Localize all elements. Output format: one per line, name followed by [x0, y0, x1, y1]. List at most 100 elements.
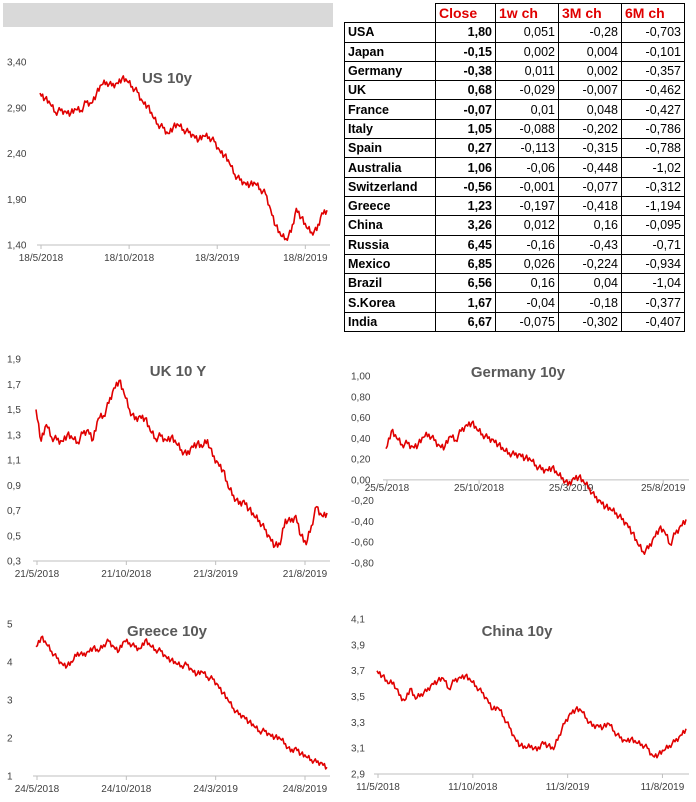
y-tick-label: 2,40 [7, 149, 27, 160]
cell-1w: -0,088 [495, 118, 559, 140]
cell-country: Greece [344, 195, 436, 217]
cell-1w: -0,197 [495, 195, 559, 217]
y-tick-label: 0,40 [351, 434, 371, 445]
cell-6m: -0,312 [621, 176, 685, 197]
cell-3m: -0,28 [558, 22, 622, 43]
y-tick-label: -0,20 [351, 496, 374, 507]
y-tick-label: 1,5 [7, 405, 21, 416]
cell-3m: -0,315 [558, 138, 622, 159]
cell-3m: 0,004 [558, 41, 622, 62]
y-tick-label: 0,3 [7, 557, 21, 568]
y-tick-label: 0,9 [7, 481, 21, 492]
x-tick-label: 25/3/2019 [549, 483, 594, 494]
cell-6m: -0,101 [621, 41, 685, 62]
y-tick-label: -0,60 [351, 538, 374, 549]
cell-3m: 0,048 [558, 99, 622, 120]
cell-country: France [344, 99, 436, 120]
y-tick-label: 2,9 [351, 770, 365, 781]
cell-1w: 0,002 [495, 41, 559, 62]
cell-country: USA [344, 22, 436, 43]
cell-6m: -1,194 [621, 195, 685, 217]
cell-close: 1,05 [435, 118, 496, 140]
cell-country: China [344, 215, 436, 236]
cell-1w: 0,012 [495, 215, 559, 236]
cell-country: Brazil [344, 273, 436, 294]
cell-country: Italy [344, 118, 436, 140]
cell-close: 1,06 [435, 157, 496, 178]
cell-6m: -0,357 [621, 60, 685, 82]
cell-6m: -1,02 [621, 157, 685, 178]
table-row: Mexico 6,85 0,026 -0,224 -0,934 [344, 253, 685, 275]
cell-close: -0,38 [435, 60, 496, 82]
table-row: Germany -0,38 0,011 0,002 -0,357 [344, 60, 685, 82]
y-tick-label: 3,40 [7, 58, 27, 69]
cell-1w: -0,16 [495, 234, 559, 255]
cell-3m: -0,202 [558, 118, 622, 140]
y-tick-label: 2 [7, 734, 13, 745]
chart-title: China 10y [482, 623, 554, 640]
cell-1w: 0,01 [495, 99, 559, 120]
cell-1w: -0,04 [495, 292, 559, 313]
y-tick-label: 1,40 [7, 241, 27, 252]
y-tick-label: 5 [7, 620, 13, 631]
cell-country: India [344, 311, 436, 333]
cell-1w: -0,113 [495, 138, 559, 159]
x-tick-label: 25/5/2018 [365, 483, 410, 494]
y-tick-label: 1,3 [7, 430, 21, 441]
x-tick-label: 25/10/2018 [454, 483, 504, 494]
cell-close: 1,67 [435, 292, 496, 313]
cell-close: 1,23 [435, 195, 496, 217]
cell-1w: -0,075 [495, 311, 559, 333]
greece-10y-chart: Greece 10y 5 4 3 2 124/5/2018 24/10/2018 24/3/2… [7, 620, 330, 795]
x-tick-label: 24/10/2018 [101, 784, 151, 795]
cell-3m: -0,18 [558, 292, 622, 313]
cell-3m: -0,302 [558, 311, 622, 333]
cell-close: 0,68 [435, 80, 496, 101]
y-tick-label: 1,90 [7, 195, 27, 206]
y-tick-label: 3 [7, 696, 13, 707]
y-tick-label: 1,7 [7, 380, 21, 391]
cell-close: 1,80 [435, 22, 496, 43]
cell-6m: -0,377 [621, 292, 685, 313]
cell-close: -0,15 [435, 41, 496, 62]
table-row: France -0,07 0,01 0,048 -0,427 [344, 99, 685, 120]
cell-close: -0,56 [435, 176, 496, 197]
germany-10y-chart: Germany 10y 1,00 0,80 0,60 0,40 0,20 0,00 -0,20… [351, 364, 689, 570]
cell-close: 6,45 [435, 234, 496, 255]
cell-1w: -0,001 [495, 176, 559, 197]
table-row: UK 0,68 -0,029 -0,007 -0,462 [344, 80, 685, 101]
x-tick-label: 18/10/2018 [104, 253, 154, 264]
cell-country: Switzerland [344, 176, 436, 197]
cell-6m: -0,427 [621, 99, 685, 120]
series-line [385, 420, 687, 555]
cell-3m: 0,16 [558, 215, 622, 236]
table-row: India 6,67 -0,075 -0,302 -0,407 [344, 311, 685, 333]
table-row: Australia 1,06 -0,06 -0,448 -1,02 [344, 157, 685, 178]
y-tick-label: 3,9 [351, 640, 365, 651]
cell-country: Germany [344, 60, 436, 82]
table-header-row: Close 1w ch 3M ch 6M ch [344, 2, 685, 24]
cell-3m: -0,077 [558, 176, 622, 197]
cell-1w: 0,051 [495, 22, 559, 43]
y-tick-label: -0,80 [351, 559, 374, 570]
cell-close: 0,27 [435, 138, 496, 159]
cell-close: 6,85 [435, 253, 496, 275]
y-tick-label: 2,90 [7, 103, 27, 114]
y-tick-label: 0,20 [351, 455, 371, 466]
table-header-3m: 3M ch [558, 2, 622, 24]
cell-3m: -0,448 [558, 157, 622, 178]
cell-6m: -1,04 [621, 273, 685, 294]
x-tick-label: 21/3/2019 [193, 569, 238, 580]
y-tick-label: 1 [7, 772, 13, 783]
x-tick-label: 11/10/2018 [448, 782, 498, 793]
x-tick-label: 18/5/2018 [19, 253, 64, 264]
cell-close: 6,67 [435, 311, 496, 333]
x-tick-label: 18/8/2019 [283, 253, 328, 264]
table-row: S.Korea 1,67 -0,04 -0,18 -0,377 [344, 292, 685, 313]
table-row: Italy 1,05 -0,088 -0,202 -0,786 [344, 118, 685, 140]
series-line [376, 670, 687, 759]
y-tick-label: 4 [7, 658, 13, 669]
x-tick-label: 21/10/2018 [101, 569, 151, 580]
y-tick-label: 3,5 [351, 692, 365, 703]
